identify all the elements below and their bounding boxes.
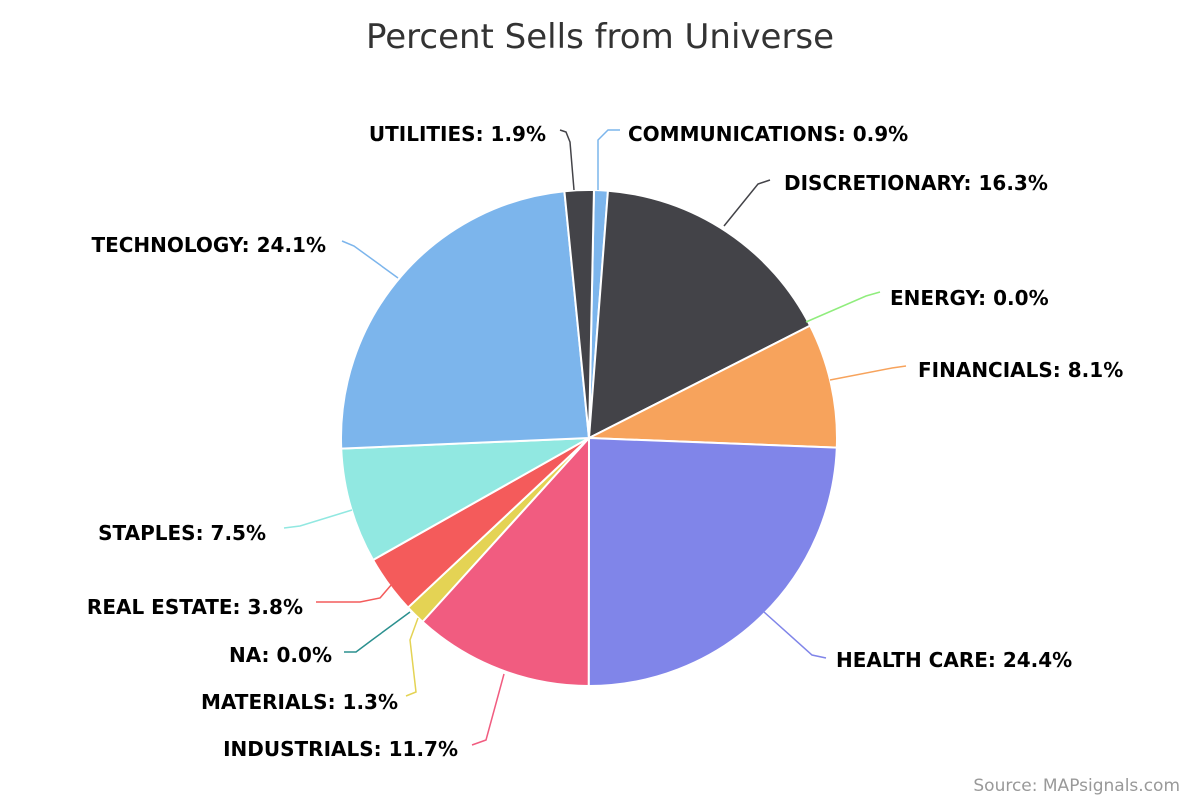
label-connectors — [283, 129, 907, 746]
data-label-na: NA: 0.0% — [229, 643, 332, 667]
data-label-materials: MATERIALS: 1.3% — [201, 690, 398, 714]
connector-na — [344, 611, 411, 653]
data-label-utilities: UTILITIES: 1.9% — [369, 122, 546, 146]
connector-discretionary — [723, 179, 771, 227]
data-label-financials: FINANCIALS: 8.1% — [918, 358, 1123, 382]
connector-energy — [805, 291, 881, 323]
pie-slice-financials[interactable] — [588, 324, 838, 449]
data-label-discretionary: DISCRETIONARY: 16.3% — [784, 171, 1048, 195]
chart-title: Percent Sells from Universe — [366, 17, 834, 57]
data-label-industrials: INDUSTRIALS: 11.7% — [223, 737, 458, 761]
chart-credit[interactable]: Source: MAPsignals.com — [973, 776, 1180, 796]
connector-communications — [597, 129, 620, 190]
pie-slice-discretionary[interactable] — [588, 189, 812, 439]
data-label-health-care: HEALTH CARE: 24.4% — [836, 648, 1072, 672]
connector-utilities — [559, 129, 575, 191]
connector-industrials — [471, 673, 505, 746]
data-label-real-estate: REAL ESTATE: 3.8% — [87, 595, 303, 619]
pie-slices — [340, 189, 838, 688]
data-label-energy: ENERGY: 0.0% — [890, 286, 1049, 310]
data-label-technology: TECHNOLOGY: 24.1% — [91, 233, 326, 257]
connector-materials — [405, 617, 419, 697]
connector-financials — [829, 365, 907, 381]
pie-slice-industrials[interactable] — [421, 437, 590, 687]
slice-labels: COMMUNICATIONS: 0.9% DISCRETIONARY: 16.3%… — [87, 122, 1123, 761]
connector-health-care — [763, 611, 827, 659]
connector-real-estate — [316, 583, 393, 603]
data-label-staples: STAPLES: 7.5% — [98, 521, 266, 545]
data-label-communications: COMMUNICATIONS: 0.9% — [628, 122, 908, 146]
pie-slice-technology[interactable] — [340, 190, 590, 450]
pie-slice-staples[interactable] — [340, 437, 590, 561]
pie-slice-health-care[interactable] — [587, 437, 838, 688]
connector-technology — [341, 240, 399, 279]
pie-slice-utilities[interactable] — [563, 189, 595, 439]
connector-staples — [283, 509, 353, 529]
